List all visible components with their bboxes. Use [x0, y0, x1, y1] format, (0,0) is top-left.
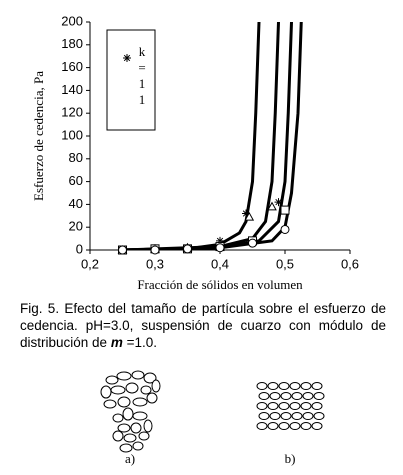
- particle: [291, 392, 303, 400]
- y-tick-label: 100: [61, 127, 83, 142]
- marker: [267, 201, 277, 211]
- particle: [302, 412, 314, 420]
- marker: [242, 209, 250, 218]
- particle: [110, 385, 126, 395]
- figure-label: a): [125, 451, 135, 466]
- particle: [143, 372, 157, 384]
- particle: [117, 396, 131, 408]
- y-tick-label: 60: [69, 173, 83, 188]
- particle: [269, 412, 281, 420]
- particle: [278, 422, 290, 430]
- x-tick-label: 0,4: [211, 256, 229, 271]
- particle: [140, 385, 152, 395]
- y-tick-label: 180: [61, 36, 83, 51]
- x-tick-label: 0,5: [276, 256, 294, 271]
- particle: [112, 430, 124, 442]
- marker: [274, 198, 283, 207]
- legend-label: k=11: [138, 44, 146, 107]
- particle: [151, 379, 161, 393]
- y-tick-label: 0: [76, 241, 83, 256]
- y-tick-label: 40: [69, 196, 83, 211]
- particle: [256, 422, 268, 430]
- particle: [125, 382, 139, 394]
- particle: [105, 375, 119, 385]
- caption-text: =1.0.: [126, 335, 158, 350]
- marker: [280, 205, 290, 215]
- particle: [256, 382, 268, 390]
- particle: [302, 392, 314, 400]
- x-tick-label: 0,2: [81, 256, 99, 271]
- marker: [248, 238, 257, 248]
- marker: [150, 245, 160, 255]
- particle: [289, 422, 301, 430]
- particle: [300, 382, 312, 390]
- caption-text: Fig. 5. Efecto del tamaño de partícula s…: [20, 301, 386, 350]
- y-tick-label: 200: [61, 13, 83, 28]
- y-axis-label: Esfuerzo de cedencia, Pa: [31, 71, 46, 201]
- particle-diagrams: [100, 370, 325, 453]
- particle: [138, 431, 150, 441]
- particle: [132, 411, 148, 421]
- particle: [132, 441, 144, 451]
- y-tick-label: 120: [61, 105, 83, 120]
- particle: [269, 392, 281, 400]
- particle: [289, 382, 301, 390]
- particle: [258, 392, 270, 400]
- particle: [311, 382, 323, 390]
- particle: [278, 402, 290, 410]
- particle: [300, 422, 312, 430]
- particle: [267, 402, 279, 410]
- y-tick-label: 80: [69, 150, 83, 165]
- x-tick-label: 0,3: [146, 256, 164, 271]
- legend-marker: [123, 54, 131, 62]
- particle: [278, 382, 290, 390]
- particle: [289, 402, 301, 410]
- particle: [122, 407, 134, 421]
- particle: [100, 385, 112, 399]
- particle: [311, 422, 323, 430]
- particle: [258, 412, 270, 420]
- caption-symbol: m: [110, 335, 123, 350]
- marker: [280, 224, 290, 234]
- particle: [313, 392, 325, 400]
- y-tick-label: 160: [61, 59, 83, 74]
- particle: [116, 371, 132, 381]
- particle: [131, 370, 145, 380]
- particle: [313, 412, 325, 420]
- particle: [280, 412, 292, 420]
- particle: [117, 423, 131, 433]
- y-tick-label: 20: [69, 219, 83, 234]
- particle: [130, 422, 142, 434]
- particle: [280, 392, 292, 400]
- particle: [311, 402, 323, 410]
- particle: [291, 412, 303, 420]
- particle: [132, 397, 148, 407]
- particle: [146, 392, 158, 404]
- marker: [215, 243, 225, 253]
- particle: [119, 443, 133, 453]
- marker: [244, 211, 255, 221]
- particle: [267, 422, 279, 430]
- particle: [256, 402, 268, 410]
- particle: [112, 413, 124, 423]
- marker: [183, 244, 192, 254]
- figure-label: b): [285, 451, 296, 466]
- y-tick-label: 140: [61, 82, 83, 97]
- particle: [123, 433, 137, 443]
- legend-box: [106, 29, 156, 131]
- x-axis-label: Fracción de sólidos en volumen: [137, 277, 303, 292]
- marker: [118, 245, 127, 255]
- particle: [103, 399, 117, 409]
- x-tick-label: 0,6: [341, 256, 359, 271]
- particle: [143, 419, 153, 433]
- particle: [300, 402, 312, 410]
- caption: Fig. 5. Efecto del tamaño de partícula s…: [20, 300, 386, 351]
- particle: [267, 382, 279, 390]
